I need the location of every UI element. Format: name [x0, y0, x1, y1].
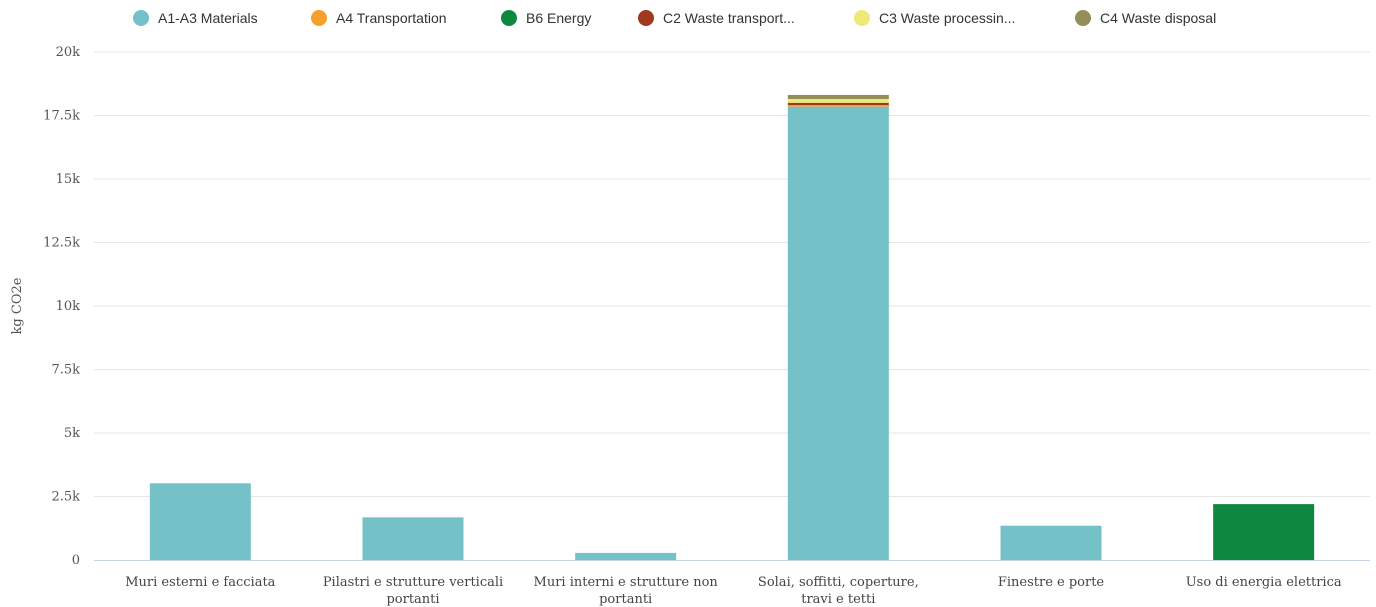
y-axis-ticks: 0 2.5k 5k 7.5k 10k 12.5k 15k 17.5k 20k	[43, 45, 80, 568]
y-tick-label: 2.5k	[51, 490, 80, 505]
bar-segment[interactable]	[1213, 504, 1315, 560]
y-tick-label: 20k	[56, 45, 81, 60]
x-tick-label: Uso di energia elettrica	[1186, 575, 1342, 590]
x-tick-line: portanti	[386, 592, 439, 607]
x-tick-label: Pilastri e strutture verticali portanti	[323, 575, 503, 607]
bars	[149, 94, 1315, 561]
legend-item[interactable]: C3 Waste processin...	[854, 10, 1015, 26]
legend-label: A4 Transportation	[336, 10, 447, 26]
chart-legend: A1-A3 Materials A4 Transportation B6 Energ…	[0, 0, 1376, 40]
y-tick-label: 10k	[56, 299, 81, 314]
legend-label: A1-A3 Materials	[158, 10, 258, 26]
x-tick-label: Finestre e porte	[998, 575, 1105, 590]
x-tick-line: Solai, soffitti, coperture,	[758, 575, 919, 590]
bar-segment[interactable]	[149, 483, 251, 560]
bar-segment[interactable]	[787, 105, 889, 107]
legend-marker	[854, 10, 870, 26]
legend-item[interactable]: C2 Waste transport...	[638, 10, 795, 26]
y-tick-label: 5k	[64, 426, 80, 441]
bar-segment[interactable]	[362, 517, 464, 560]
bar-segment[interactable]	[787, 98, 889, 103]
legend-item[interactable]: A1-A3 Materials	[133, 10, 258, 26]
legend-label: C4 Waste disposal	[1100, 10, 1217, 26]
legend-label: C3 Waste processin...	[879, 10, 1016, 26]
gridlines	[94, 51, 1370, 497]
legend-label: C2 Waste transport...	[663, 10, 795, 26]
x-tick-line: Muri esterni e facciata	[125, 575, 275, 590]
x-tick-line: travi e tetti	[801, 592, 875, 607]
legend-item[interactable]: A4 Transportation	[311, 10, 447, 26]
x-tick-line: Pilastri e strutture verticali	[323, 575, 503, 590]
y-tick-label: 17.5k	[43, 109, 80, 124]
y-tick-label: 7.5k	[51, 363, 80, 378]
y-tick-label: 0	[72, 553, 80, 568]
x-tick-line: Finestre e porte	[998, 575, 1105, 590]
bar-segment[interactable]	[575, 552, 677, 560]
x-tick-label: Muri esterni e facciata	[125, 575, 275, 590]
x-tick-label: Muri interni e strutture non portanti	[534, 575, 719, 607]
legend-item[interactable]: C4 Waste disposal	[1075, 10, 1216, 26]
x-axis-ticks: Muri esterni e facciata Pilastri e strutt…	[125, 575, 1342, 607]
y-tick-label: 12.5k	[43, 236, 80, 251]
bar-segment[interactable]	[787, 106, 889, 561]
legend-marker	[501, 10, 517, 26]
legend-marker	[638, 10, 654, 26]
legend-label: B6 Energy	[526, 10, 592, 26]
x-tick-line: Muri interni e strutture non	[534, 575, 719, 590]
legend-marker	[1075, 10, 1091, 26]
x-tick-line: Uso di energia elettrica	[1186, 575, 1342, 590]
legend-item[interactable]: B6 Energy	[501, 10, 591, 26]
bar-segment[interactable]	[787, 102, 889, 106]
x-tick-label: Solai, soffitti, coperture, travi e tetti	[758, 575, 919, 607]
legend-marker	[311, 10, 327, 26]
x-tick-line: portanti	[599, 592, 652, 607]
legend-marker	[133, 10, 149, 26]
y-axis-label: kg CO2e	[10, 277, 25, 334]
y-tick-label: 15k	[56, 172, 81, 187]
bar-segment[interactable]	[1000, 525, 1102, 560]
bar-segment[interactable]	[787, 94, 889, 99]
